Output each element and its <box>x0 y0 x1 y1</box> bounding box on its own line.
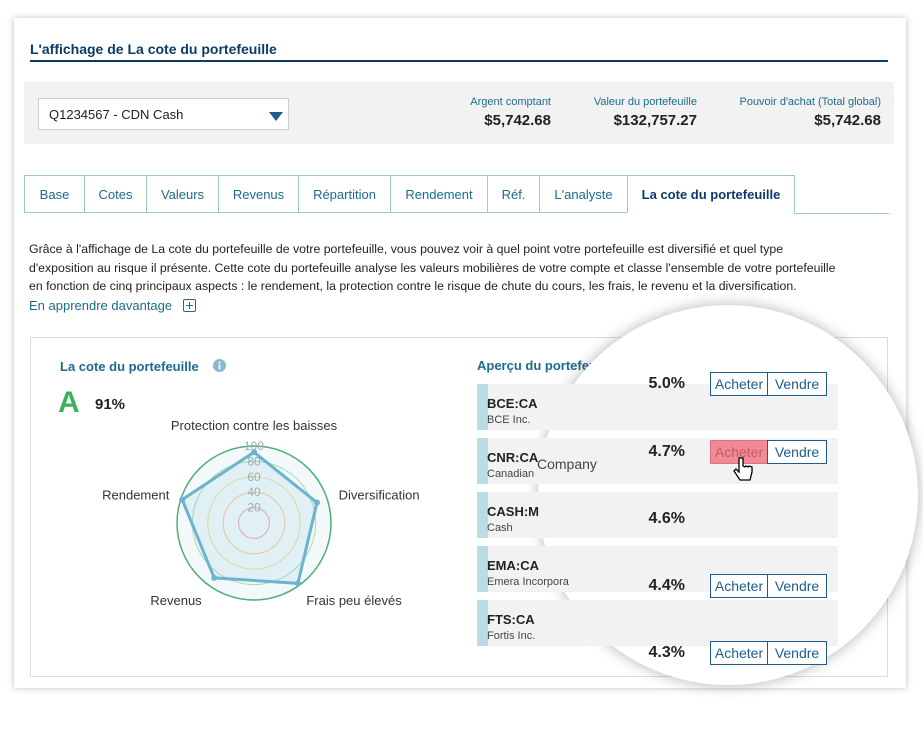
holding-weight: 4.7% <box>648 443 685 460</box>
score-grade: A <box>58 386 80 419</box>
tab[interactable]: Réf. <box>487 175 539 213</box>
learn-more-link[interactable]: En apprendre davantage <box>29 298 173 313</box>
row-stripe <box>477 546 488 592</box>
holding-symbol: CNR:CA <box>487 450 539 465</box>
holding-name: Fortis Inc. <box>487 630 536 642</box>
tab[interactable]: L'analyste <box>539 175 627 213</box>
tab[interactable]: Valeurs <box>146 175 218 213</box>
tab[interactable]: Répartition <box>298 175 390 213</box>
holding-symbol: CASH:M <box>487 504 539 519</box>
holding-name: Canadian <box>487 468 535 480</box>
row-stripe <box>477 600 488 646</box>
account-select-text: Q1234567 - CDN Cash <box>49 107 184 122</box>
stat-label: Argent comptant <box>470 96 551 108</box>
overview-title: Aperçu du portefeuille <box>477 358 615 373</box>
cursor-icon <box>733 457 753 481</box>
holding-symbol: BCE:CA <box>487 396 538 411</box>
title-rule <box>30 60 888 62</box>
stat-label: Pouvoir d'achat (Total global) <box>739 96 881 108</box>
tab[interactable]: Base <box>24 175 84 213</box>
holding-name: Cash <box>487 522 513 534</box>
holding-symbol: EMA:CA <box>487 558 539 573</box>
sell-button[interactable]: Vendre <box>767 372 827 396</box>
stat-value: $5,742.68 <box>814 112 881 129</box>
holding-weight: 5.0% <box>648 375 685 392</box>
intro-text: Grâce à l'affichage de La cote du portef… <box>29 242 784 256</box>
mouse-cursor <box>733 456 755 489</box>
buy-button[interactable]: Acheter <box>710 641 768 665</box>
plus-v <box>189 302 190 309</box>
holding-row <box>477 600 838 646</box>
holding-name: BCE Inc. <box>487 414 531 426</box>
stat-value: $5,742.68 <box>484 112 551 129</box>
score-title: La cote du portefeuille <box>60 359 199 374</box>
buy-button[interactable]: Acheter <box>710 372 768 396</box>
stat-label: Valeur du portefeuille <box>593 96 697 108</box>
holding-weight: 4.6% <box>648 510 685 527</box>
tab-rule <box>794 213 889 214</box>
account-select[interactable]: Q1234567 - CDN Cash <box>38 98 289 130</box>
stat-value: $132,757.27 <box>613 112 697 129</box>
dropdown-arrow <box>269 112 283 121</box>
info-icon[interactable] <box>213 359 226 372</box>
sell-button[interactable]: Vendre <box>767 440 827 464</box>
row-stripe <box>477 384 488 430</box>
holding-name: Emera Incorpora <box>487 576 569 588</box>
intro-text: d'exposition au risque il présente. Cett… <box>29 260 836 275</box>
holding-name-magnified: Company <box>537 456 597 472</box>
holding-symbol: FTS:CA <box>487 612 535 627</box>
row-stripe <box>477 438 488 484</box>
sell-button[interactable]: Vendre <box>767 574 827 598</box>
row-stripe <box>477 492 488 538</box>
tab[interactable]: Cotes <box>84 175 146 213</box>
sell-button[interactable]: Vendre <box>767 641 827 665</box>
score-percent: 91% <box>95 396 126 413</box>
intro-text: en fonction de cinq principaux aspects :… <box>29 279 797 293</box>
tab[interactable]: La cote du portefeuille <box>627 175 795 213</box>
holding-weight: 4.3% <box>648 644 685 661</box>
tab[interactable]: Rendement <box>390 175 487 213</box>
expand-icon[interactable] <box>183 299 196 312</box>
tab[interactable]: Revenus <box>218 175 298 213</box>
holding-weight: 4.4% <box>648 577 685 594</box>
page-title: L'affichage de La cote du portefeuille <box>30 41 277 57</box>
buy-button[interactable]: Acheter <box>710 574 768 598</box>
holding-row <box>477 492 838 538</box>
